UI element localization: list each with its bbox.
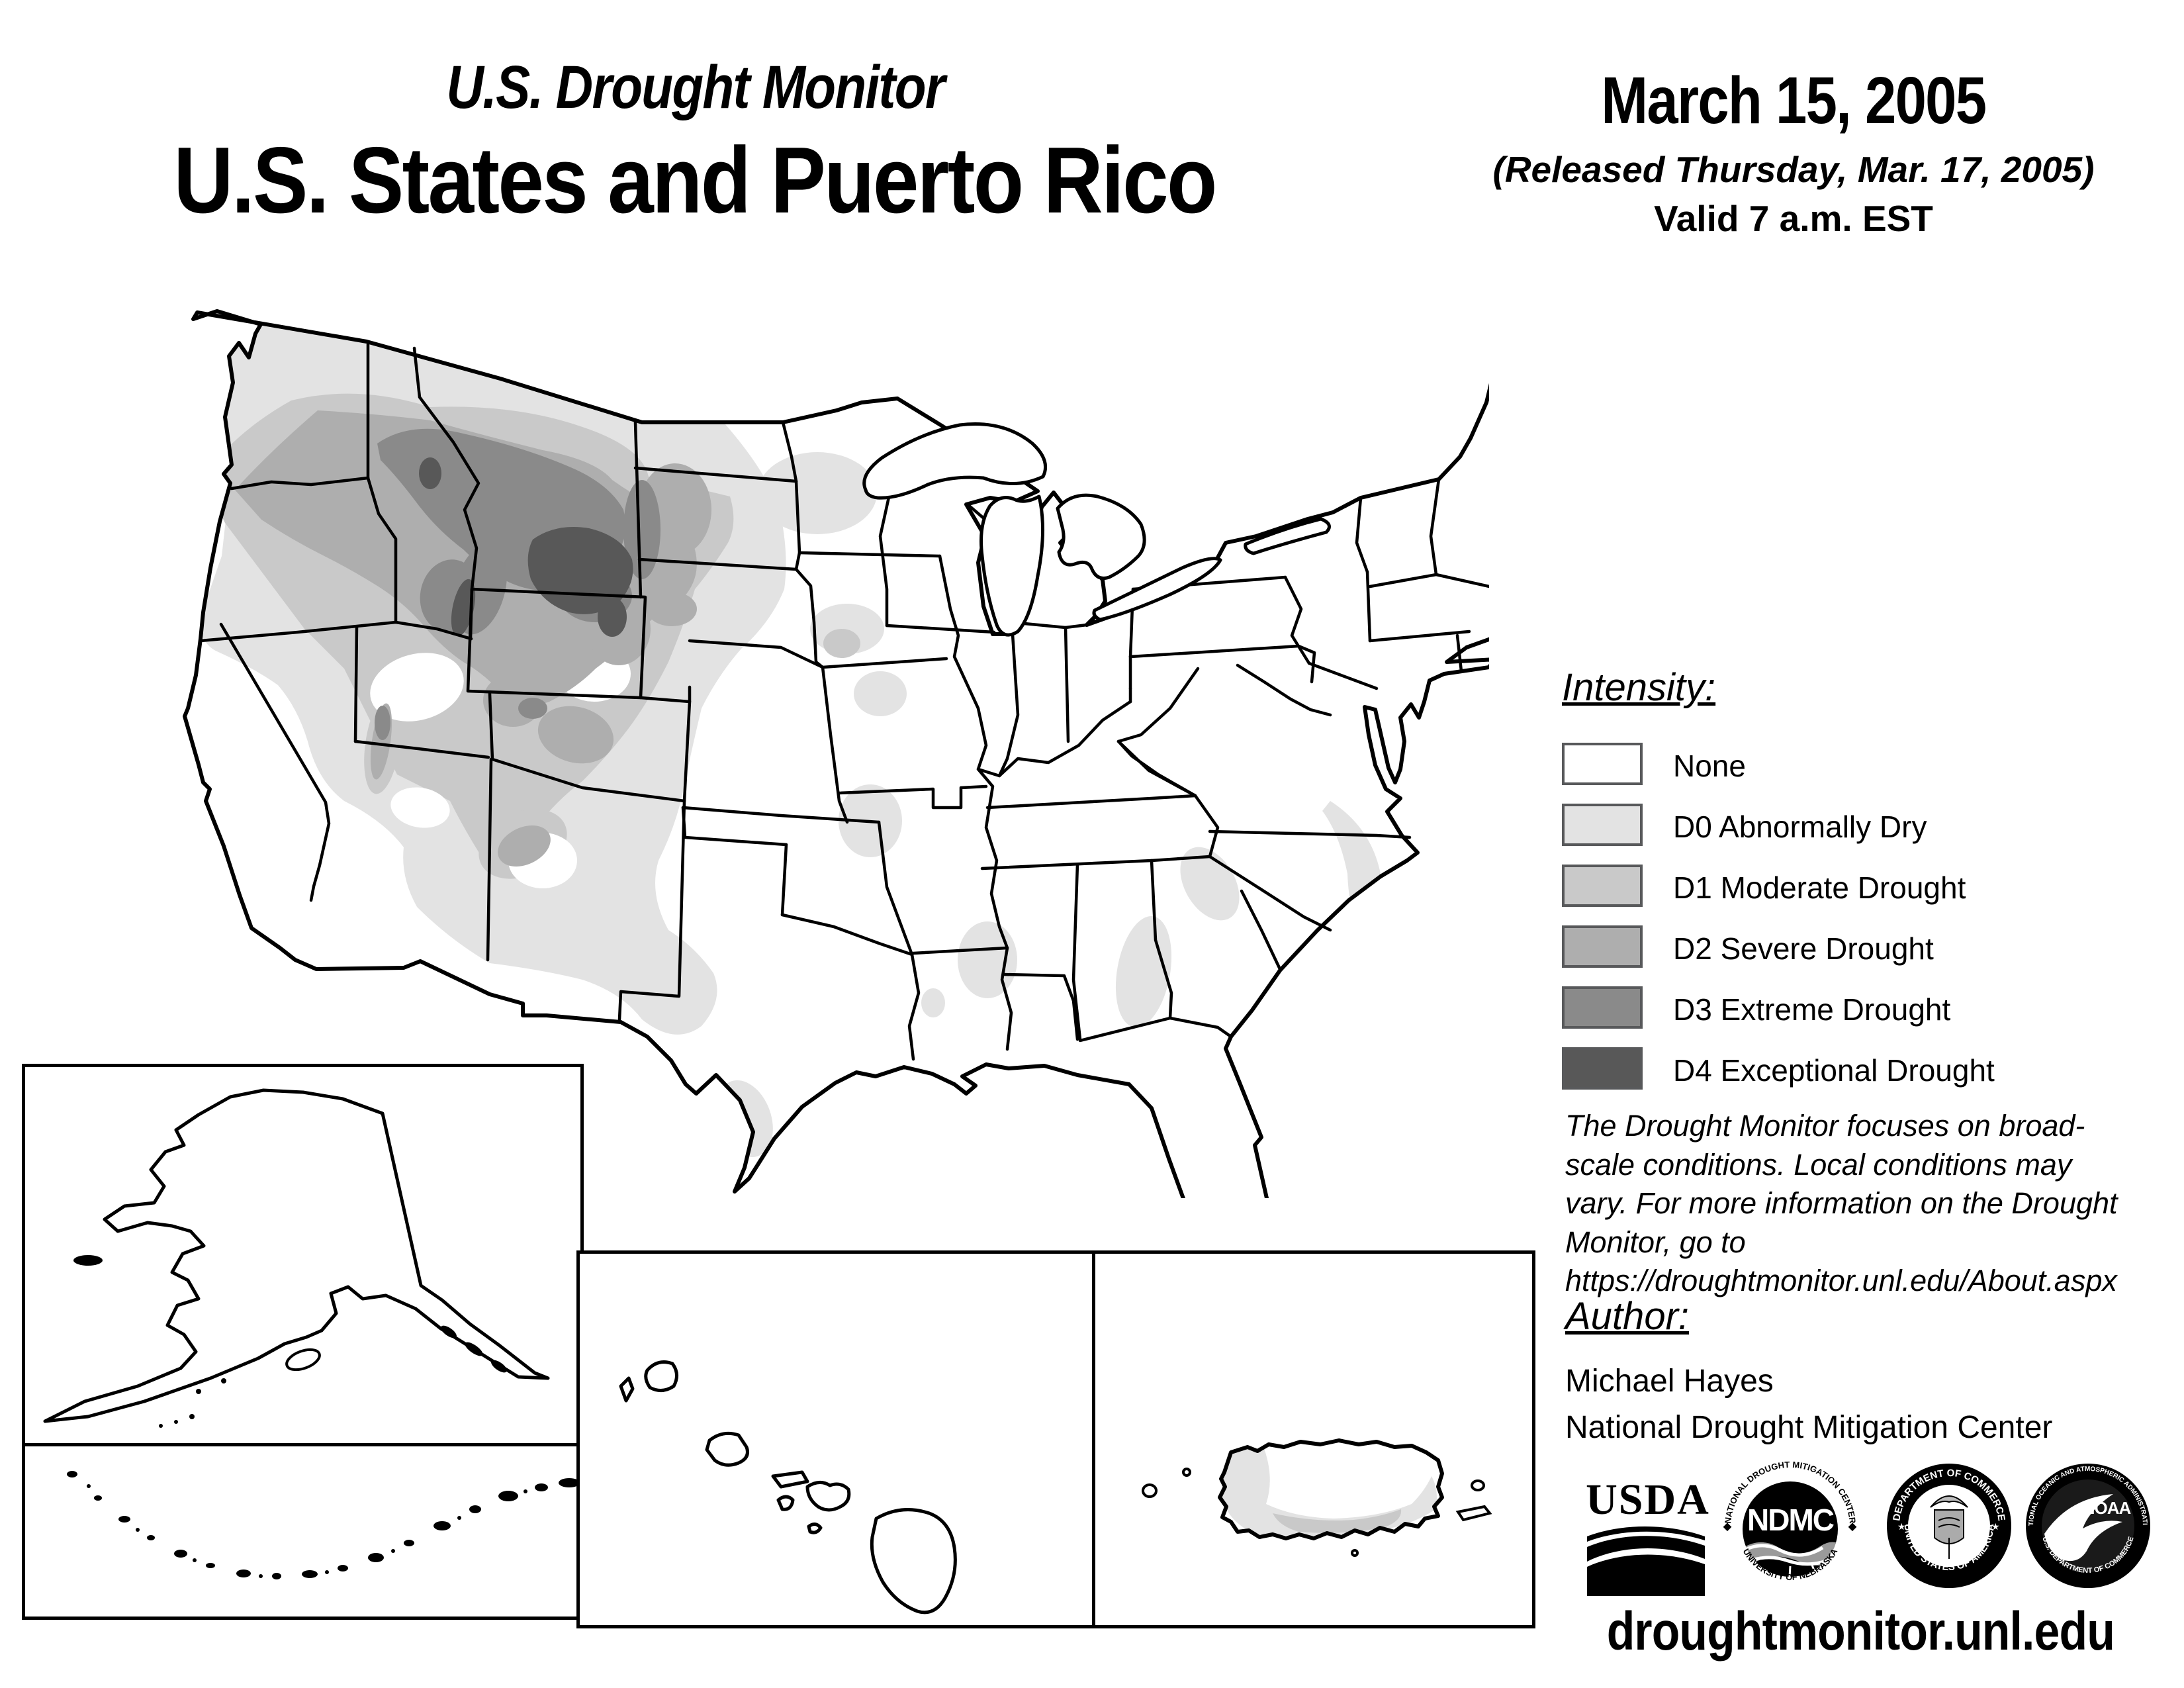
usda-logo-text: USDA bbox=[1586, 1476, 1710, 1524]
conus-drought-map bbox=[183, 309, 1489, 1198]
svg-text:★: ★ bbox=[1897, 1521, 1906, 1532]
alaska-inset bbox=[22, 1064, 584, 1446]
st-lawrence-island bbox=[73, 1255, 103, 1266]
lake-erie bbox=[1092, 557, 1222, 622]
hawaiian-islands bbox=[619, 1360, 957, 1615]
author-heading: Author: bbox=[1565, 1295, 1689, 1338]
valid-time: Valid 7 a.m. EST bbox=[1654, 198, 1933, 239]
noaa-logo-center-text: NOAA bbox=[2083, 1498, 2132, 1518]
legend-label-d1: D1 Moderate Drought bbox=[1673, 870, 1966, 905]
legend-row-d0: D0 Abnormally Dry bbox=[1562, 797, 2158, 858]
legend-row-none: None bbox=[1562, 736, 2158, 797]
lake-superior bbox=[862, 422, 1047, 500]
lake-huron bbox=[1056, 493, 1146, 580]
ndmc-logo: NDMC NATIONAL DROUGHT MITIGATION CENTER … bbox=[1723, 1460, 1858, 1582]
pr-d0-area bbox=[1220, 1443, 1437, 1536]
legend-swatch-none bbox=[1562, 743, 1643, 785]
lake-ontario bbox=[1244, 517, 1331, 555]
date-block: March 15, 2005 (Released Thursday, Mar. … bbox=[1443, 63, 2144, 240]
legend-swatch-d2 bbox=[1562, 925, 1643, 968]
usda-logo: USDA bbox=[1586, 1476, 1710, 1596]
hawaii-inset bbox=[576, 1250, 1095, 1628]
oahu bbox=[705, 1431, 749, 1467]
page-title: U.S. States and Puerto Rico bbox=[173, 128, 1218, 233]
disclaimer-text: The Drought Monitor focuses on broad-sca… bbox=[1565, 1109, 2118, 1297]
lake-michigan bbox=[979, 494, 1044, 637]
legend-row-d3: D3 Extreme Drought bbox=[1562, 980, 2158, 1041]
legend-label-d3: D3 Extreme Drought bbox=[1673, 992, 1951, 1027]
puerto-rico-inset bbox=[1092, 1250, 1535, 1628]
legend: Intensity: None D0 Abnormally Dry D1 Mod… bbox=[1562, 665, 2158, 1102]
vieques-island bbox=[1455, 1505, 1492, 1522]
released-date: (Released Thursday, Mar. 17, 2005) bbox=[1492, 149, 2095, 190]
noaa-logo: NOAA NATIONAL OCEANIC AND ATMOSPHERIC AD… bbox=[2022, 1460, 2150, 1588]
legend-swatch-d4 bbox=[1562, 1047, 1643, 1090]
kahoolawe bbox=[807, 1523, 823, 1534]
kicker-title: U.S. Drought Monitor bbox=[445, 54, 945, 121]
aleutian-chain bbox=[67, 1471, 580, 1579]
lanai bbox=[776, 1495, 795, 1511]
legend-swatch-d1 bbox=[1562, 865, 1643, 907]
kodiak-island bbox=[285, 1348, 321, 1372]
svg-text:★: ★ bbox=[1991, 1521, 2000, 1532]
legend-label-d0: D0 Abnormally Dry bbox=[1673, 810, 1927, 844]
state-borders bbox=[199, 342, 1489, 1061]
ndmc-logo-center-text: NDMC bbox=[1747, 1503, 1834, 1537]
doc-seal: DEPARTMENT OF COMMERCE UNITED STATES OF … bbox=[1887, 1464, 2011, 1588]
noaa-seabird bbox=[2044, 1494, 2122, 1562]
author-org: National Drought Mitigation Center bbox=[1565, 1409, 2053, 1445]
author-name: Michael Hayes bbox=[1565, 1364, 1774, 1399]
doc-eagle bbox=[1930, 1495, 1968, 1508]
aleutian-inset bbox=[22, 1443, 584, 1620]
legend-heading: Intensity: bbox=[1562, 666, 1716, 709]
footer-url: droughtmonitor.unl.edu bbox=[1606, 1601, 2115, 1662]
big-island bbox=[870, 1508, 957, 1615]
author-block: Author: Michael Hayes National Drought M… bbox=[1565, 1294, 2052, 1450]
mona-island bbox=[1142, 1483, 1158, 1498]
legend-row-d2: D2 Severe Drought bbox=[1562, 919, 2158, 980]
southwest-islets bbox=[159, 1378, 226, 1428]
maui bbox=[805, 1481, 851, 1512]
legend-row-d1: D1 Moderate Drought bbox=[1562, 858, 2158, 919]
panhandle-islands bbox=[441, 1325, 507, 1373]
legend-label-d2: D2 Severe Drought bbox=[1673, 931, 1934, 966]
alaska-outline bbox=[43, 1088, 550, 1423]
niihau bbox=[619, 1376, 635, 1403]
pr-outlying-islands bbox=[1142, 1468, 1492, 1557]
great-lakes bbox=[862, 422, 1331, 637]
culebra-island bbox=[1471, 1479, 1485, 1491]
doc-shield bbox=[1934, 1509, 1964, 1544]
legend-swatch-d0 bbox=[1562, 804, 1643, 846]
desecheo-island bbox=[1182, 1468, 1191, 1477]
footer-url-wrap: droughtmonitor.unl.edu bbox=[1562, 1601, 2144, 1663]
molokai bbox=[771, 1470, 809, 1489]
legend-label-d4: D4 Exceptional Drought bbox=[1673, 1053, 1995, 1088]
title-block: U.S. Drought Monitor U.S. States and Pue… bbox=[40, 53, 1350, 235]
legend-label-none: None bbox=[1673, 749, 1746, 783]
caja-islet bbox=[1351, 1549, 1359, 1557]
kauai bbox=[644, 1360, 678, 1392]
legend-swatch-d3 bbox=[1562, 986, 1643, 1029]
pr-d1-area bbox=[1273, 1509, 1402, 1533]
legend-row-d4: D4 Exceptional Drought bbox=[1562, 1041, 2158, 1102]
map-date: March 15, 2005 bbox=[1601, 64, 1987, 138]
